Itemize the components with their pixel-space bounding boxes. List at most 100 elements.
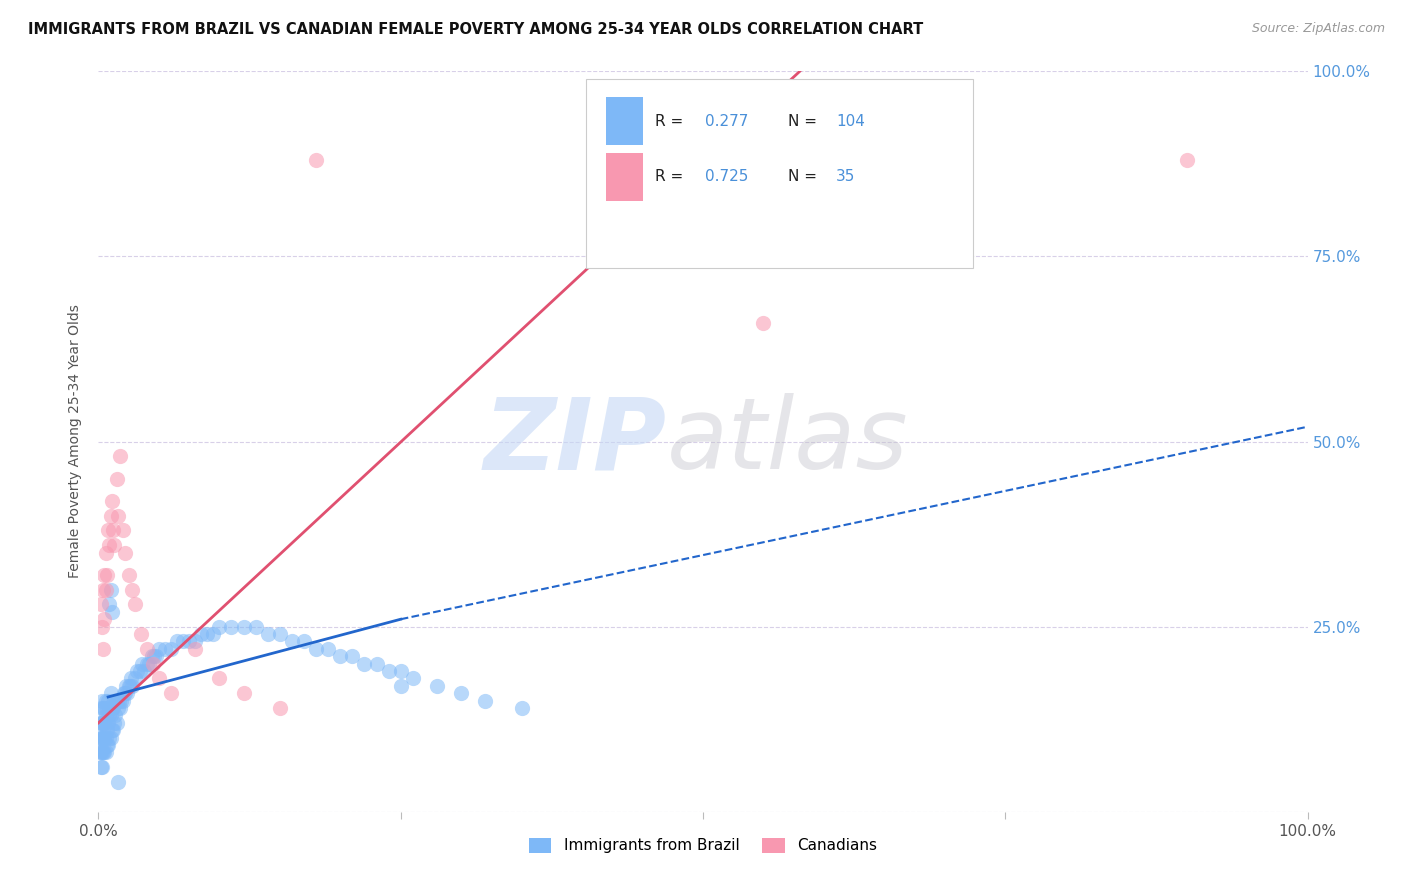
Point <box>91 619 114 633</box>
Point <box>114 546 136 560</box>
Point <box>89 715 111 730</box>
Point <box>135 641 157 656</box>
Point <box>232 619 254 633</box>
Point <box>91 715 114 730</box>
Text: R =: R = <box>655 169 688 185</box>
Point <box>89 746 111 760</box>
Point <box>96 738 118 752</box>
Point <box>94 731 117 745</box>
Point <box>138 657 160 671</box>
Point <box>118 679 141 693</box>
Point <box>101 723 124 738</box>
Point <box>101 701 124 715</box>
Point <box>316 641 339 656</box>
Point <box>90 760 112 774</box>
Point <box>269 627 291 641</box>
Point <box>100 708 122 723</box>
Point <box>91 582 114 597</box>
Point <box>97 738 120 752</box>
Point <box>91 746 114 760</box>
FancyBboxPatch shape <box>606 153 643 201</box>
Point <box>202 627 225 641</box>
Point <box>221 619 243 633</box>
Point <box>93 567 115 582</box>
Point <box>100 731 122 745</box>
Point <box>103 715 125 730</box>
Point <box>90 715 112 730</box>
Point <box>141 649 163 664</box>
Point <box>111 524 134 538</box>
Point <box>281 634 304 648</box>
Point <box>100 582 122 597</box>
Point <box>100 605 122 619</box>
Point <box>100 701 122 715</box>
Point <box>90 746 112 760</box>
Point <box>91 715 114 730</box>
Point <box>91 694 114 708</box>
Point <box>121 582 143 597</box>
Point <box>111 694 134 708</box>
Point <box>94 708 117 723</box>
Point <box>172 634 194 648</box>
Point <box>143 649 166 664</box>
Point <box>108 701 131 715</box>
Point <box>93 715 115 730</box>
Point <box>104 708 127 723</box>
Y-axis label: Female Poverty Among 25-34 Year Olds: Female Poverty Among 25-34 Year Olds <box>69 304 83 579</box>
Text: Source: ZipAtlas.com: Source: ZipAtlas.com <box>1251 22 1385 36</box>
Text: N =: N = <box>787 114 821 128</box>
Point <box>124 672 146 686</box>
Point <box>118 567 141 582</box>
Point <box>107 508 129 523</box>
Point <box>98 731 121 745</box>
Point <box>98 538 121 552</box>
Point <box>105 694 128 708</box>
Point <box>131 657 153 671</box>
Point <box>93 746 115 760</box>
Point <box>90 701 112 715</box>
Point <box>160 686 183 700</box>
Point <box>256 627 278 641</box>
Point <box>97 524 120 538</box>
Point <box>105 715 128 730</box>
Point <box>342 649 364 664</box>
Point <box>91 731 114 745</box>
Point <box>117 686 139 700</box>
Point <box>145 649 167 664</box>
Point <box>124 598 146 612</box>
Point <box>97 694 120 708</box>
Point <box>94 582 117 597</box>
Point <box>195 627 218 641</box>
Point <box>389 679 412 693</box>
Point <box>450 686 472 700</box>
Point <box>89 731 111 745</box>
Point <box>153 641 176 656</box>
Point <box>96 567 118 582</box>
Text: R =: R = <box>655 114 688 128</box>
Point <box>91 701 114 715</box>
Point <box>179 634 201 648</box>
Point <box>474 694 496 708</box>
Point <box>245 619 267 633</box>
FancyBboxPatch shape <box>586 78 973 268</box>
Point <box>94 546 117 560</box>
Point <box>110 694 132 708</box>
Point <box>115 679 138 693</box>
Text: N =: N = <box>787 169 821 185</box>
Point <box>101 524 124 538</box>
Point <box>91 731 114 745</box>
Point <box>190 627 212 641</box>
Point <box>91 760 114 774</box>
Point <box>91 641 114 656</box>
Point <box>389 664 412 678</box>
Point <box>96 701 118 715</box>
Point <box>90 598 112 612</box>
Point <box>160 641 183 656</box>
Text: ZIP: ZIP <box>484 393 666 490</box>
Point <box>148 641 170 656</box>
Point <box>366 657 388 671</box>
Point <box>135 657 157 671</box>
Text: atlas: atlas <box>666 393 908 490</box>
Point <box>90 731 112 745</box>
Point <box>232 686 254 700</box>
